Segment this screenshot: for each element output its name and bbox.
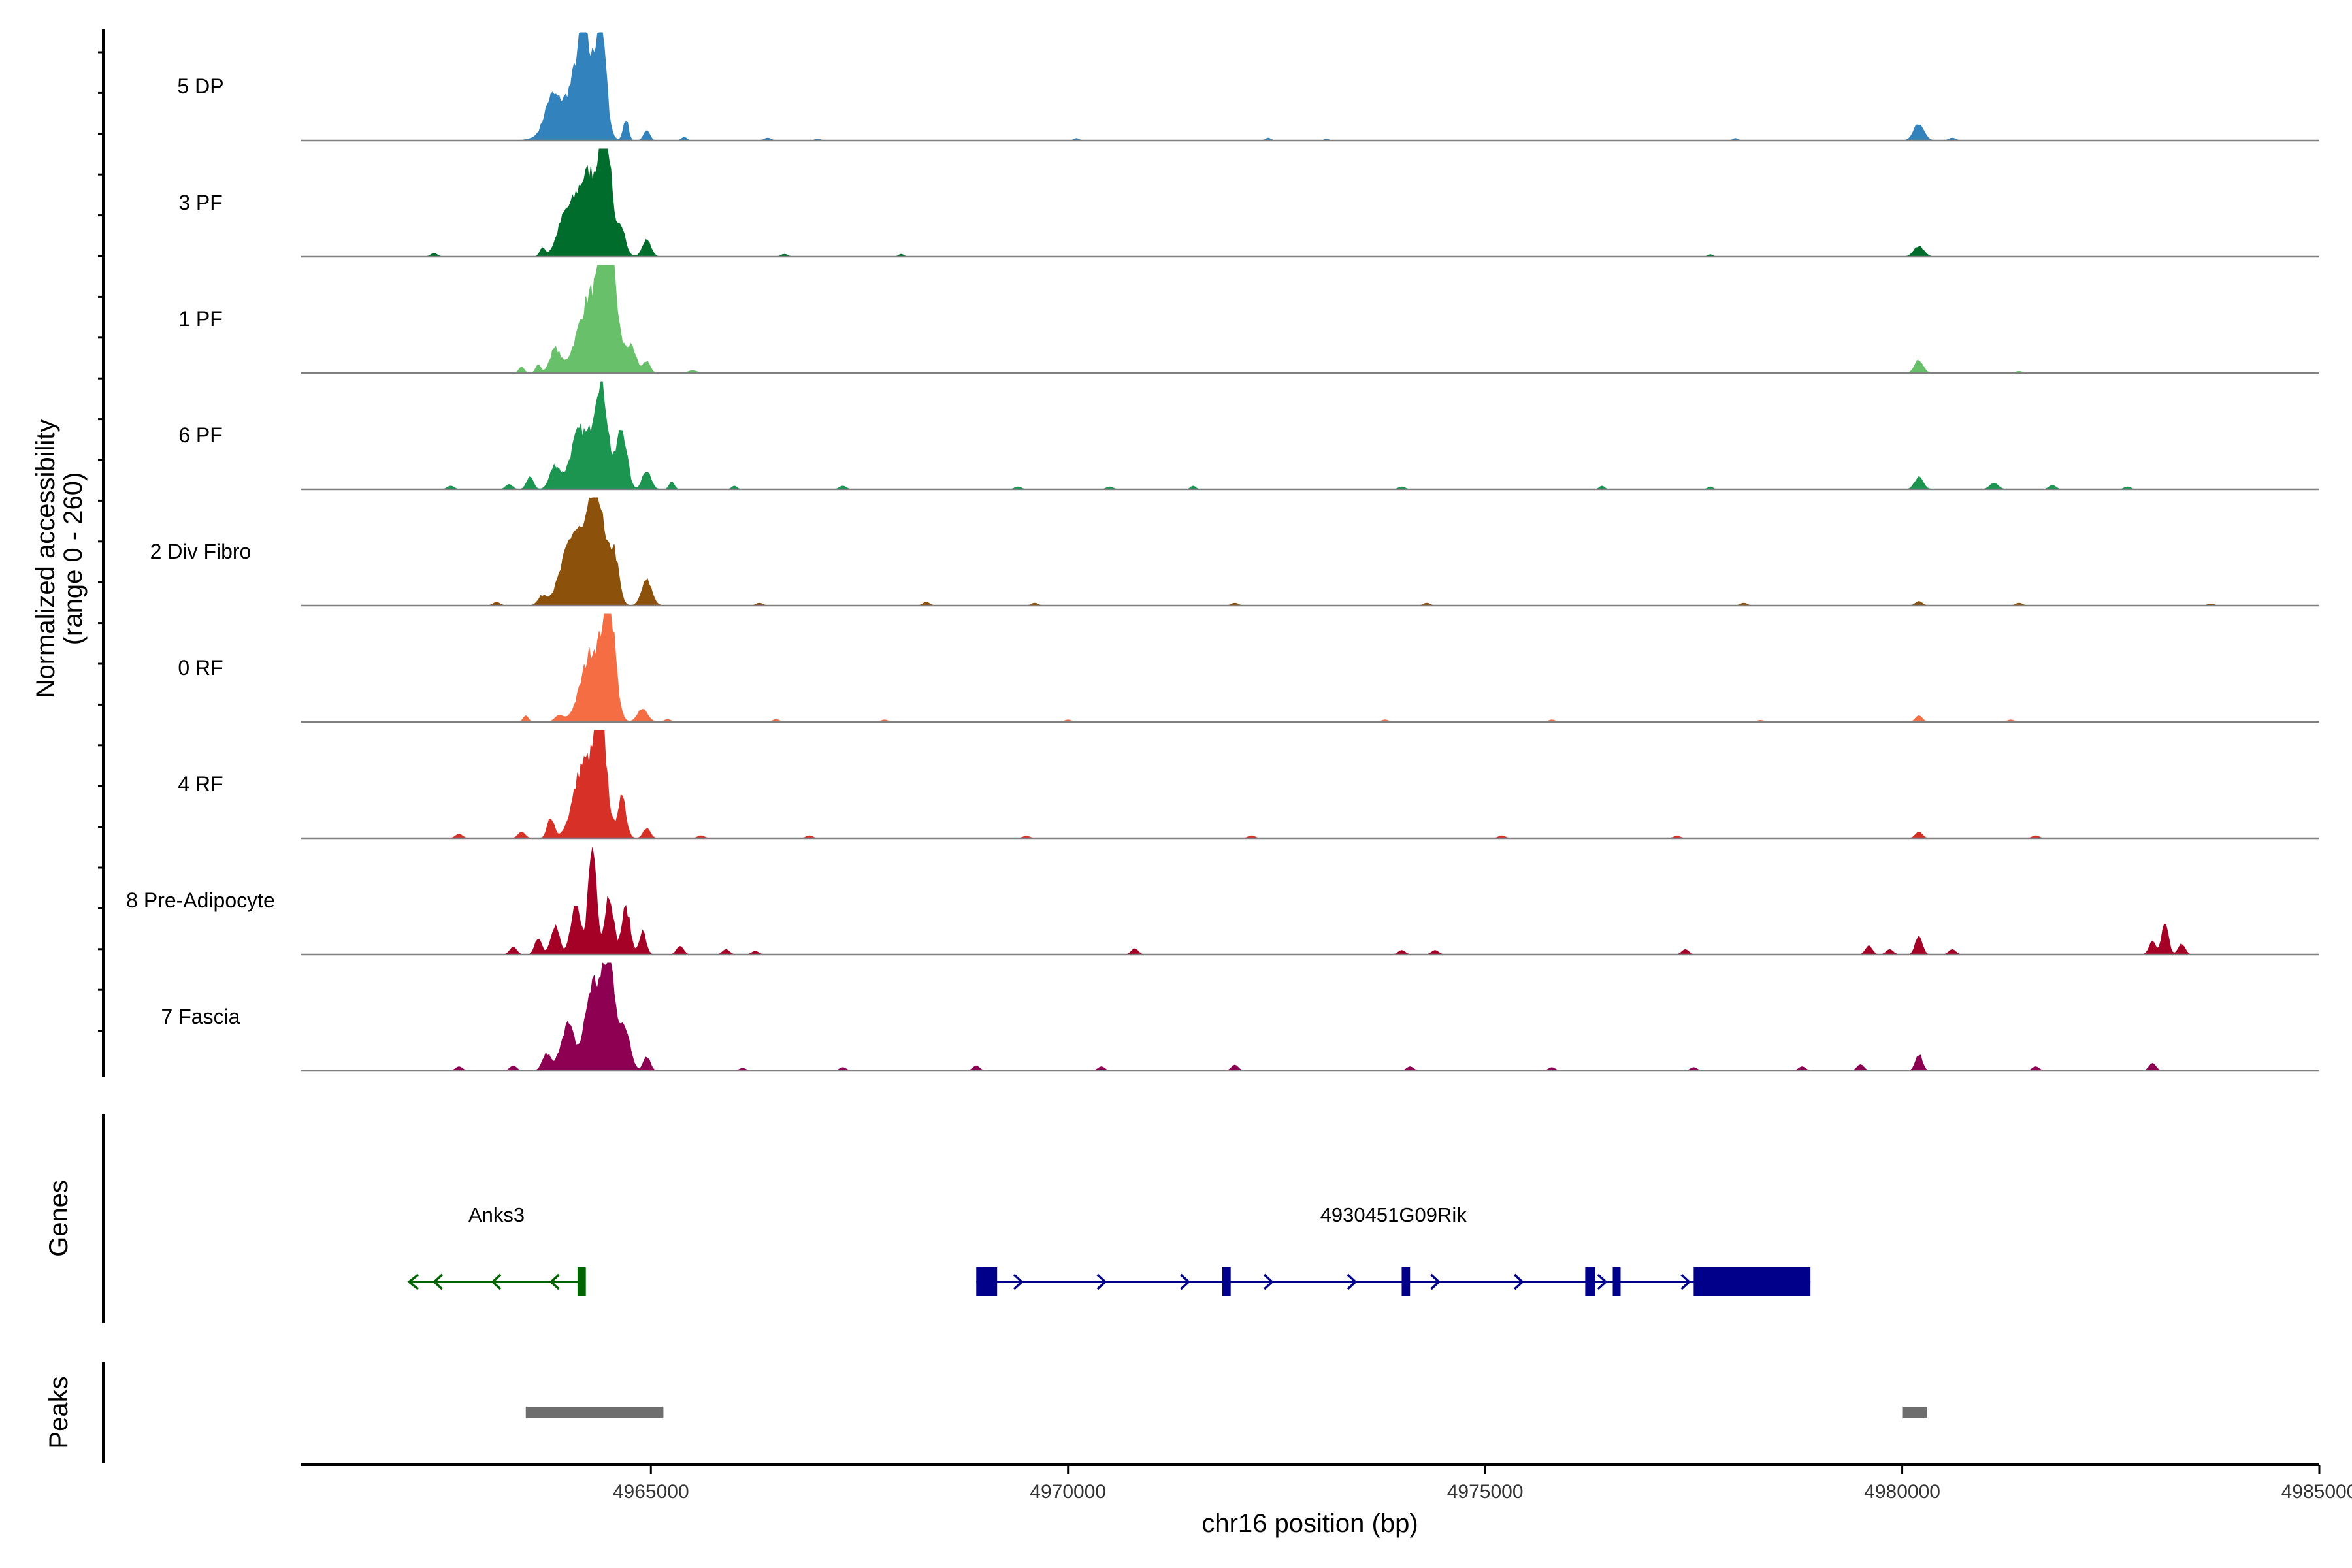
coverage-area bbox=[317, 962, 2236, 1071]
exon bbox=[577, 1267, 586, 1296]
exon bbox=[1401, 1267, 1411, 1296]
strand-arrow bbox=[1680, 1273, 1691, 1290]
x-axis-title: chr16 position (bp) bbox=[1201, 1509, 1418, 1538]
x-tick-label: 4985000 bbox=[2281, 1481, 2352, 1503]
strand-arrow bbox=[491, 1273, 502, 1290]
exon bbox=[1222, 1267, 1231, 1296]
x-tick-label: 4970000 bbox=[1030, 1481, 1106, 1503]
exon bbox=[1693, 1267, 1811, 1296]
coverage-area bbox=[317, 265, 2236, 374]
peaks-track-title: Peaks bbox=[44, 1376, 73, 1448]
track-4-rf: 4 RF bbox=[178, 730, 2319, 840]
track-1-pf: 1 PF bbox=[178, 265, 2319, 374]
coverage-area bbox=[317, 847, 2236, 955]
track-label: 3 PF bbox=[178, 191, 223, 214]
coverage-area bbox=[317, 32, 2236, 141]
peak-region bbox=[1902, 1407, 1927, 1418]
strand-arrow bbox=[1430, 1273, 1441, 1290]
strand-arrow bbox=[1180, 1273, 1191, 1290]
gene-label: Anks3 bbox=[468, 1203, 525, 1226]
track-label: 5 DP bbox=[177, 74, 223, 98]
strand-arrow bbox=[1347, 1273, 1358, 1290]
track-2-div-fibro: 2 Div Fibro bbox=[150, 497, 2319, 607]
genes-track-title: Genes bbox=[44, 1180, 73, 1257]
strand-arrow bbox=[549, 1273, 560, 1290]
exon bbox=[1585, 1267, 1595, 1296]
track-8-pre-adipocyte: 8 Pre-Adipocyte bbox=[126, 847, 2319, 956]
coverage-area bbox=[317, 613, 2236, 723]
track-label: 0 RF bbox=[178, 656, 223, 679]
coverage-area bbox=[317, 730, 2236, 839]
gene-4930451g09rik: 4930451G09Rik bbox=[976, 1203, 1811, 1296]
x-tick-label: 4975000 bbox=[1447, 1481, 1524, 1503]
strand-arrow bbox=[407, 1273, 419, 1290]
coverage-area bbox=[317, 381, 2236, 490]
strand-arrow bbox=[1013, 1273, 1024, 1290]
coverage-area bbox=[317, 148, 2236, 257]
x-tick-label: 4980000 bbox=[1864, 1481, 1940, 1503]
track-label: 8 Pre-Adipocyte bbox=[126, 889, 275, 912]
track-0-rf: 0 RF bbox=[178, 613, 2319, 723]
track-label: 7 Fascia bbox=[161, 1005, 240, 1028]
coverage-y-axis bbox=[98, 29, 105, 1077]
track-label: 1 PF bbox=[178, 307, 223, 331]
strand-arrow bbox=[433, 1273, 443, 1290]
strand-arrow bbox=[1597, 1273, 1608, 1290]
track-6-pf: 6 PF bbox=[178, 381, 2319, 491]
coverage-area bbox=[317, 497, 2236, 606]
track-5-dp: 5 DP bbox=[177, 32, 2319, 142]
gene-anks3: Anks3 bbox=[407, 1203, 586, 1296]
coverage-tracks: 5 DP 3 PF 1 PF 6 PF 2 Div Fibro 0 RF 4 RF 8 Pre… bbox=[126, 32, 2319, 1072]
exon bbox=[976, 1267, 998, 1296]
track-7-fascia: 7 Fascia bbox=[161, 962, 2319, 1072]
x-tick-label: 4965000 bbox=[613, 1481, 689, 1503]
peak-regions bbox=[525, 1407, 1927, 1418]
strand-arrow bbox=[1096, 1273, 1107, 1290]
exon bbox=[1612, 1267, 1621, 1296]
strand-arrow bbox=[1263, 1273, 1274, 1290]
y-axis-title-line1: Normalized accessibility bbox=[31, 419, 60, 698]
gene-label: 4930451G09Rik bbox=[1320, 1203, 1467, 1226]
track-label: 2 Div Fibro bbox=[150, 540, 252, 563]
track-3-pf: 3 PF bbox=[178, 148, 2319, 258]
track-label: 4 RF bbox=[178, 772, 223, 796]
y-axis-title-line2: (range 0 - 260) bbox=[59, 472, 88, 645]
x-axis: 4965000 4970000 4975000 4980000 4985000 bbox=[301, 1463, 2352, 1503]
gene-annotations: Anks3 4930451G09Rik bbox=[407, 1203, 1811, 1296]
track-label: 6 PF bbox=[178, 423, 223, 447]
peak-region bbox=[525, 1407, 664, 1418]
strand-arrow bbox=[1514, 1273, 1524, 1290]
